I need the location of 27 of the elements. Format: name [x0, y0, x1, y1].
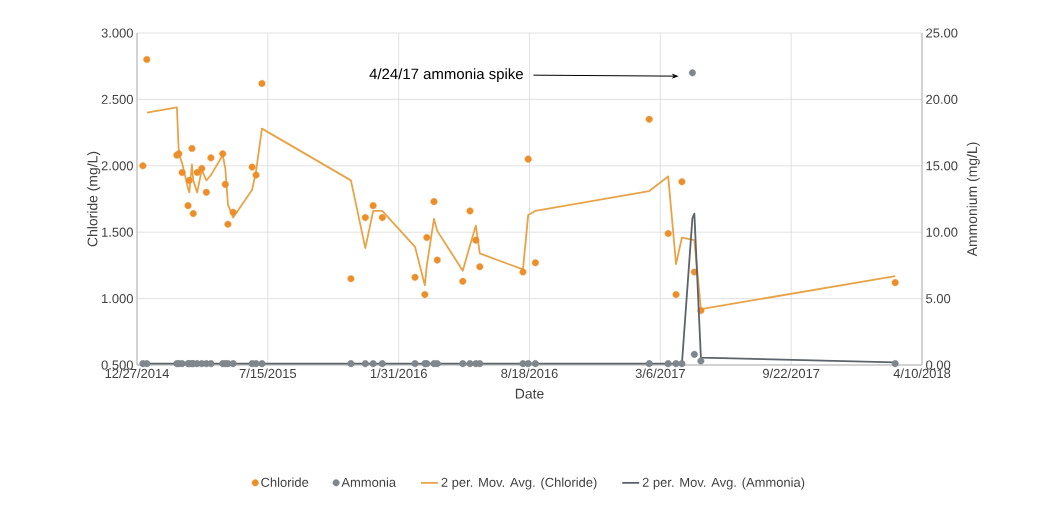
legend-label: 2 per. Mov. Avg. (Ammonia): [642, 477, 805, 490]
x-tick-label: 4/10/2018: [893, 368, 951, 379]
x-tick-label: 3/6/2017: [635, 368, 685, 379]
x-tick-label: 8/18/2016: [501, 368, 558, 379]
y2-tick-label: 15.00: [926, 161, 958, 171]
y-axis-title: Chloride (mg/L): [87, 151, 101, 247]
x-tick-label: 9/22/2017: [762, 368, 820, 379]
x-tick-label: 12/27/2014: [105, 368, 170, 379]
y-tick-label: 2.000: [101, 161, 133, 171]
y2-tick-label: 20.00: [926, 94, 958, 104]
x-tick-label: 1/31/2016: [370, 368, 427, 379]
annotation: 4/24/17 ammonia spike: [369, 68, 523, 83]
legend-label: 2 per. Mov. Avg. (Chloride): [441, 477, 597, 490]
x-axis-title: Date: [515, 388, 544, 399]
y-tick-label: 1.500: [102, 227, 133, 237]
y2-axis-title: Ammonium (mg/L): [966, 142, 980, 257]
y-tick-label: 0.500: [101, 360, 133, 370]
y-tick-label: 1.000: [102, 294, 133, 304]
legend-label: Chloride: [261, 477, 309, 487]
legend-label: Ammonia: [341, 477, 397, 487]
y2-tick-label: 0.00: [926, 360, 951, 370]
y2-tick-label: 10.00: [926, 227, 958, 237]
y-tick-label: 3.000: [101, 28, 133, 38]
y2-tick-label: 25.00: [926, 28, 958, 38]
y-tick-label: 2.500: [101, 94, 133, 104]
y2-tick-label: 5.00: [926, 294, 951, 304]
x-tick-label: 7/15/2015: [239, 368, 297, 379]
